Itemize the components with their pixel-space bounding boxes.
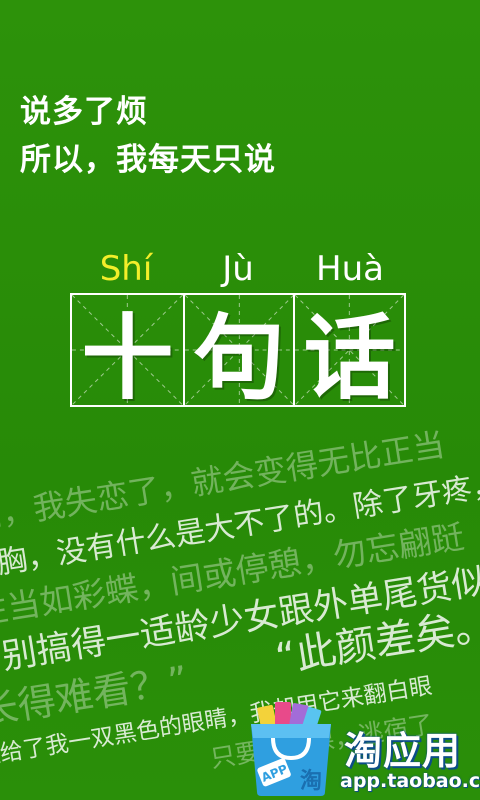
pinyin-ju: Jù <box>222 249 254 289</box>
intro-line-2: 所以，我每天只说 <box>20 142 276 178</box>
intro-line-1: 说多了烦 <box>20 94 148 130</box>
title-cell-1: 十 <box>72 295 183 405</box>
grid-guide-lines <box>184 295 294 405</box>
title-char-shi: 十 <box>81 303 174 406</box>
title-cell-2: 句 <box>182 295 294 406</box>
taobao-app-bag-logo: APP 淘 <box>245 702 337 798</box>
title-char-ju: 句 <box>192 303 285 406</box>
grid-guide-lines <box>72 295 183 405</box>
brand-url: app.taobao.com <box>340 770 480 792</box>
pinyin-shi: Shí <box>99 249 153 289</box>
title-grid: 十 句 话 <box>70 293 406 407</box>
title-cell-3: 话 <box>293 295 404 405</box>
badge-tao-mark: 淘 <box>300 768 322 794</box>
pinyin-hua: Huà <box>316 249 384 289</box>
intro-text: 说多了烦 所以，我每天只说 <box>20 88 276 184</box>
shopping-bag-icon: APP 淘 <box>251 702 331 796</box>
title-char-hua: 话 <box>303 303 396 406</box>
brand-name: 淘应用 <box>344 729 462 773</box>
grid-guide-lines <box>295 295 404 405</box>
taobao-app-brand: 淘应用 app.taobao.com <box>338 720 480 798</box>
